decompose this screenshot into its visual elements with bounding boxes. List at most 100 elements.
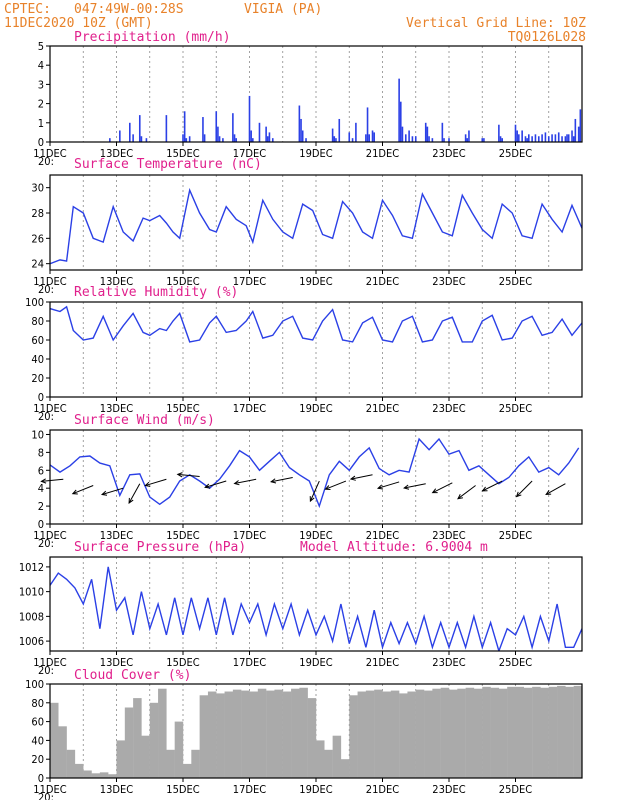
precip-bar [298, 105, 301, 142]
precip-bar [401, 126, 404, 142]
wind-arrow-shaft [72, 485, 94, 495]
cloud-bar [266, 690, 275, 778]
x-year-note: 20: [38, 410, 54, 423]
pressure-panel: Surface Pressure (hPa) Model Altitude: 6… [19, 540, 583, 677]
cloud-bar [573, 685, 583, 778]
cloud-bar [158, 688, 167, 778]
cloud-bar [523, 687, 533, 778]
x-tick-label: 23DEC [432, 402, 465, 415]
precip-bar [431, 138, 434, 142]
cloud-bar [324, 749, 333, 778]
y-tick-label: 1012 [19, 561, 44, 574]
wind-arrow-head [128, 497, 134, 504]
wind-arrow-head [515, 491, 522, 498]
cloud-cover-panel: Cloud Cover (%) 0 20 40 60 80 100 11DEC 13DEC 15… [25, 668, 583, 800]
y-tick-label: 24 [31, 258, 44, 271]
wind-arrow-head [481, 486, 488, 492]
x-tick-label: 15DEC [166, 275, 199, 288]
precip-bar [398, 78, 400, 142]
precipitation-panel: Precipitation (mm/h) 0 1 2 3 4 5 11DEC 13DEC 15D… [33, 30, 583, 168]
x-tick-label: 25DEC [499, 275, 532, 288]
precip-bar [547, 136, 550, 142]
precip-bar [443, 138, 445, 142]
cloud-bar [274, 689, 283, 778]
x-tick-label: 21DEC [366, 275, 399, 288]
x-tick-label: 23DEC [432, 147, 465, 160]
temperature-panel: Surface Temperature (nC) 24 26 28 30 11DEC 13… [31, 157, 583, 296]
cloud-bar [191, 749, 200, 778]
precip-bar [541, 134, 543, 142]
cloud-bar [224, 691, 234, 778]
cloud-bar [365, 690, 375, 778]
cloud-bar [424, 690, 433, 778]
wind-panel: Surface Wind (m/s) 0 2 4 6 8 10 11DEC 13DEC 15DE… [31, 413, 583, 550]
cloud-bar [507, 686, 516, 778]
precip-bar [140, 136, 143, 142]
wind-arrow-shaft [377, 481, 400, 489]
precip-bar [551, 134, 553, 142]
cloud-bar [116, 740, 126, 778]
precip-bar [258, 122, 261, 142]
precip-bar [426, 126, 429, 142]
cloud-bar [58, 726, 67, 778]
wind-arrow-head [309, 496, 315, 503]
cloud-bar [199, 695, 209, 778]
precip-bar [566, 134, 568, 142]
precip-bar [373, 132, 375, 142]
y-tick-label: 100 [25, 296, 44, 309]
x-tick-label: 25DEC [499, 402, 532, 415]
precip-bar [218, 136, 221, 142]
x-tick-label: 19DEC [299, 783, 332, 796]
precip-bar [414, 136, 417, 142]
cloud-bar [565, 686, 574, 778]
y-tick-label: 4 [38, 59, 44, 72]
cloud-bar [166, 749, 175, 778]
wind-arrow-shaft [41, 478, 64, 482]
cloud-bar [473, 688, 483, 778]
precip-bar [531, 136, 533, 142]
cloud-bar [449, 689, 458, 778]
precip-bar [265, 126, 267, 142]
precip-bar [119, 130, 121, 142]
precip-bar [501, 138, 503, 142]
cloud-bar [332, 735, 342, 778]
precip-bar [305, 138, 307, 142]
pressure-title: Surface Pressure (hPa) [74, 540, 246, 555]
cloud-bar [307, 698, 317, 778]
x-year-note: 20: [38, 537, 54, 550]
x-tick-label: 17DEC [233, 147, 266, 160]
x-tick-label: 25DEC [499, 147, 532, 160]
cloud-bar [382, 691, 392, 778]
wind-arrow-head [431, 488, 438, 494]
y-tick-label: 1 [38, 117, 44, 130]
cloud-bar [390, 690, 400, 778]
cloud-bar [124, 707, 134, 778]
precip-bar [557, 132, 560, 142]
x-tick-label: 17DEC [233, 275, 266, 288]
x-tick-label: 15DEC [166, 783, 199, 796]
x-tick-label: 21DEC [366, 783, 399, 796]
precip-bar [521, 130, 523, 142]
precip-bar [424, 122, 427, 142]
precip-bar [222, 138, 224, 142]
model-altitude: Model Altitude: 6.9004 m [300, 540, 488, 555]
x-tick-label: 11DEC [33, 147, 66, 160]
x-tick-label: 19DEC [299, 147, 332, 160]
x-tick-label: 11DEC [33, 656, 66, 669]
cloud-bar [291, 688, 300, 778]
x-tick-label: 17DEC [233, 529, 266, 542]
precip-bar [577, 126, 580, 142]
y-tick-label: 1006 [19, 635, 44, 648]
wind-arrow-shaft [177, 473, 200, 478]
precip-bar [411, 136, 414, 142]
wind-arrow-shaft [516, 480, 533, 497]
precip-bar [399, 101, 402, 142]
location: 047:49W-00:28S [74, 2, 184, 17]
cloud-bar [241, 690, 250, 778]
precip-bar [235, 138, 237, 142]
cloud-bar [557, 685, 566, 778]
wind-arrow-shaft [404, 483, 426, 489]
cloud-bar [232, 689, 242, 778]
y-tick-label: 60 [31, 334, 44, 347]
precip-bar [464, 134, 467, 142]
